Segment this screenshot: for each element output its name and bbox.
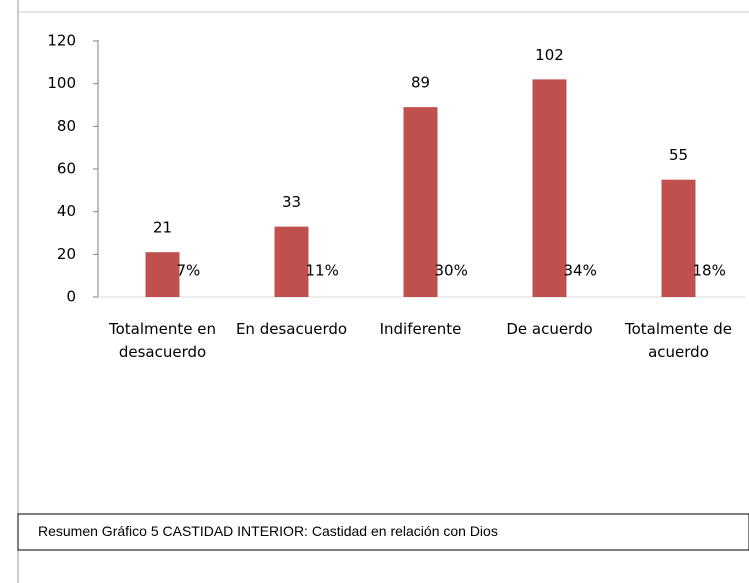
x-tick-label: De acuerdo (506, 320, 593, 338)
bar (145, 252, 180, 297)
y-tick-label: 0 (66, 288, 76, 306)
y-tick-label: 100 (47, 74, 76, 92)
bar (274, 226, 309, 297)
percent-label: 18% (693, 262, 726, 280)
y-tick-label: 60 (57, 160, 76, 178)
bar (661, 179, 696, 297)
y-tick-label: 40 (57, 202, 76, 220)
percent-label: 11% (306, 262, 339, 280)
y-tick-label: 120 (47, 32, 76, 50)
bar (403, 107, 438, 297)
value-label: 21 (153, 219, 172, 237)
x-tick-label: Totalmente de acuerdo (624, 320, 732, 361)
value-label: 102 (535, 46, 564, 64)
percent-label: 34% (564, 262, 597, 280)
percent-label: 30% (435, 262, 468, 280)
x-tick-label: En desacuerdo (235, 320, 348, 338)
y-tick-label: 80 (57, 117, 76, 135)
x-tick-label: Indiferente (379, 320, 462, 338)
percent-label: 7% (177, 262, 201, 280)
value-label: 33 (282, 193, 301, 211)
caption: Resumen Gráfico 5 CASTIDAD INTERIOR: Cas… (38, 523, 498, 539)
x-tick-label: Totalmente en desacuerdo (109, 320, 216, 361)
value-label: 55 (669, 146, 688, 164)
bar (532, 79, 567, 298)
y-tick-label: 20 (57, 245, 76, 263)
value-label: 89 (411, 74, 430, 92)
caption-box (17, 513, 749, 551)
